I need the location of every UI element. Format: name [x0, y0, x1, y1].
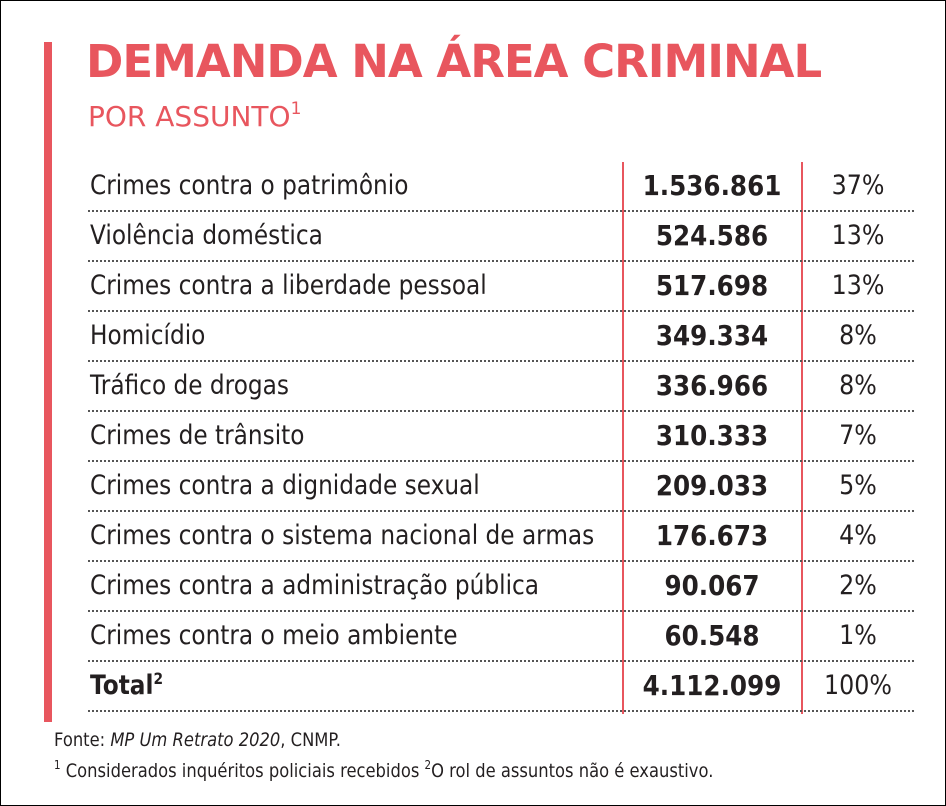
- subtitle-text: POR ASSUNTO: [88, 100, 291, 133]
- row-value: 176.673: [655, 519, 769, 552]
- row-percent: 8%: [839, 370, 877, 401]
- footnote-1-text: Considerados inquéritos policiais recebi…: [60, 760, 425, 782]
- table-row: Violência doméstica 524.586 13%: [88, 212, 914, 262]
- row-label: Crimes contra a liberdade pessoal: [90, 270, 487, 301]
- row-value: 310.333: [655, 419, 769, 452]
- row-value: 1.536.861: [642, 169, 782, 202]
- row-label: Crimes contra o sistema nacional de arma…: [90, 520, 595, 551]
- row-value: 60.548: [664, 619, 760, 652]
- footnote-1-marker: 1: [54, 758, 61, 772]
- table-row: Crimes contra a administração pública 90…: [88, 562, 914, 612]
- page-title: DEMANDA NA ÁREA CRIMINAL: [86, 35, 822, 88]
- total-percent: 100%: [824, 670, 892, 701]
- source-prefix: Fonte:: [54, 729, 111, 751]
- table-row: Crimes contra o meio ambiente 60.548 1%: [88, 612, 914, 662]
- row-percent: 1%: [839, 620, 877, 651]
- row-value: 349.334: [655, 319, 769, 352]
- row-label: Crimes contra a administração pública: [90, 570, 540, 601]
- row-label: Violência doméstica: [90, 220, 323, 251]
- row-label: Crimes contra a dignidade sexual: [90, 470, 480, 501]
- accent-bar: [44, 42, 52, 722]
- table-row: Crimes de trânsito 310.333 7%: [88, 412, 914, 462]
- row-label: Crimes contra o patrimônio: [90, 170, 409, 201]
- data-table: Crimes contra o patrimônio 1.536.861 37%…: [88, 162, 914, 712]
- row-value: 336.966: [655, 369, 769, 402]
- column-divider-value: [622, 162, 624, 714]
- subtitle-footnote-marker: 1: [290, 99, 302, 119]
- row-percent: 37%: [831, 170, 885, 201]
- total-footnote-marker: 2: [153, 669, 164, 688]
- table-row: Crimes contra o patrimônio 1.536.861 37%: [88, 162, 914, 212]
- footnote-2-text: O rol de assuntos não é exaustivo.: [431, 760, 714, 782]
- source-suffix: , CNMP.: [280, 729, 341, 751]
- table-row: Crimes contra a dignidade sexual 209.033…: [88, 462, 914, 512]
- row-percent: 8%: [839, 320, 877, 351]
- row-percent: 7%: [839, 420, 877, 451]
- total-label-text: Total: [90, 670, 154, 701]
- source-title: MP Um Retrato 2020: [110, 729, 281, 751]
- total-row: Total2 4.112.099 100%: [88, 662, 914, 712]
- row-value: 517.698: [655, 269, 769, 302]
- page-subtitle: POR ASSUNTO1: [88, 99, 301, 135]
- row-percent: 5%: [839, 470, 877, 501]
- source-note: Fonte: MP Um Retrato 2020, CNMP.: [54, 727, 341, 753]
- total-label: Total2: [90, 668, 163, 704]
- row-label: Homicídio: [90, 320, 206, 351]
- row-label: Tráfico de drogas: [90, 370, 289, 401]
- row-percent: 2%: [839, 570, 877, 601]
- table-row: Crimes contra a liberdade pessoal 517.69…: [88, 262, 914, 312]
- row-percent: 13%: [831, 270, 885, 301]
- footnote-2-marker: 2: [424, 758, 432, 772]
- total-value: 4.112.099: [642, 669, 782, 702]
- row-percent: 4%: [839, 520, 877, 551]
- row-value: 524.586: [655, 219, 769, 252]
- row-label: Crimes contra o meio ambiente: [90, 620, 458, 651]
- table-row: Tráfico de drogas 336.966 8%: [88, 362, 914, 412]
- column-divider-percent: [801, 162, 803, 714]
- row-label: Crimes de trânsito: [90, 420, 305, 451]
- footnotes: 1 Considerados inquéritos policiais rece…: [54, 758, 713, 784]
- row-percent: 13%: [831, 220, 885, 251]
- table-row: Homicídio 349.334 8%: [88, 312, 914, 362]
- table-row: Crimes contra o sistema nacional de arma…: [88, 512, 914, 562]
- row-value: 209.033: [655, 469, 769, 502]
- row-value: 90.067: [664, 569, 760, 602]
